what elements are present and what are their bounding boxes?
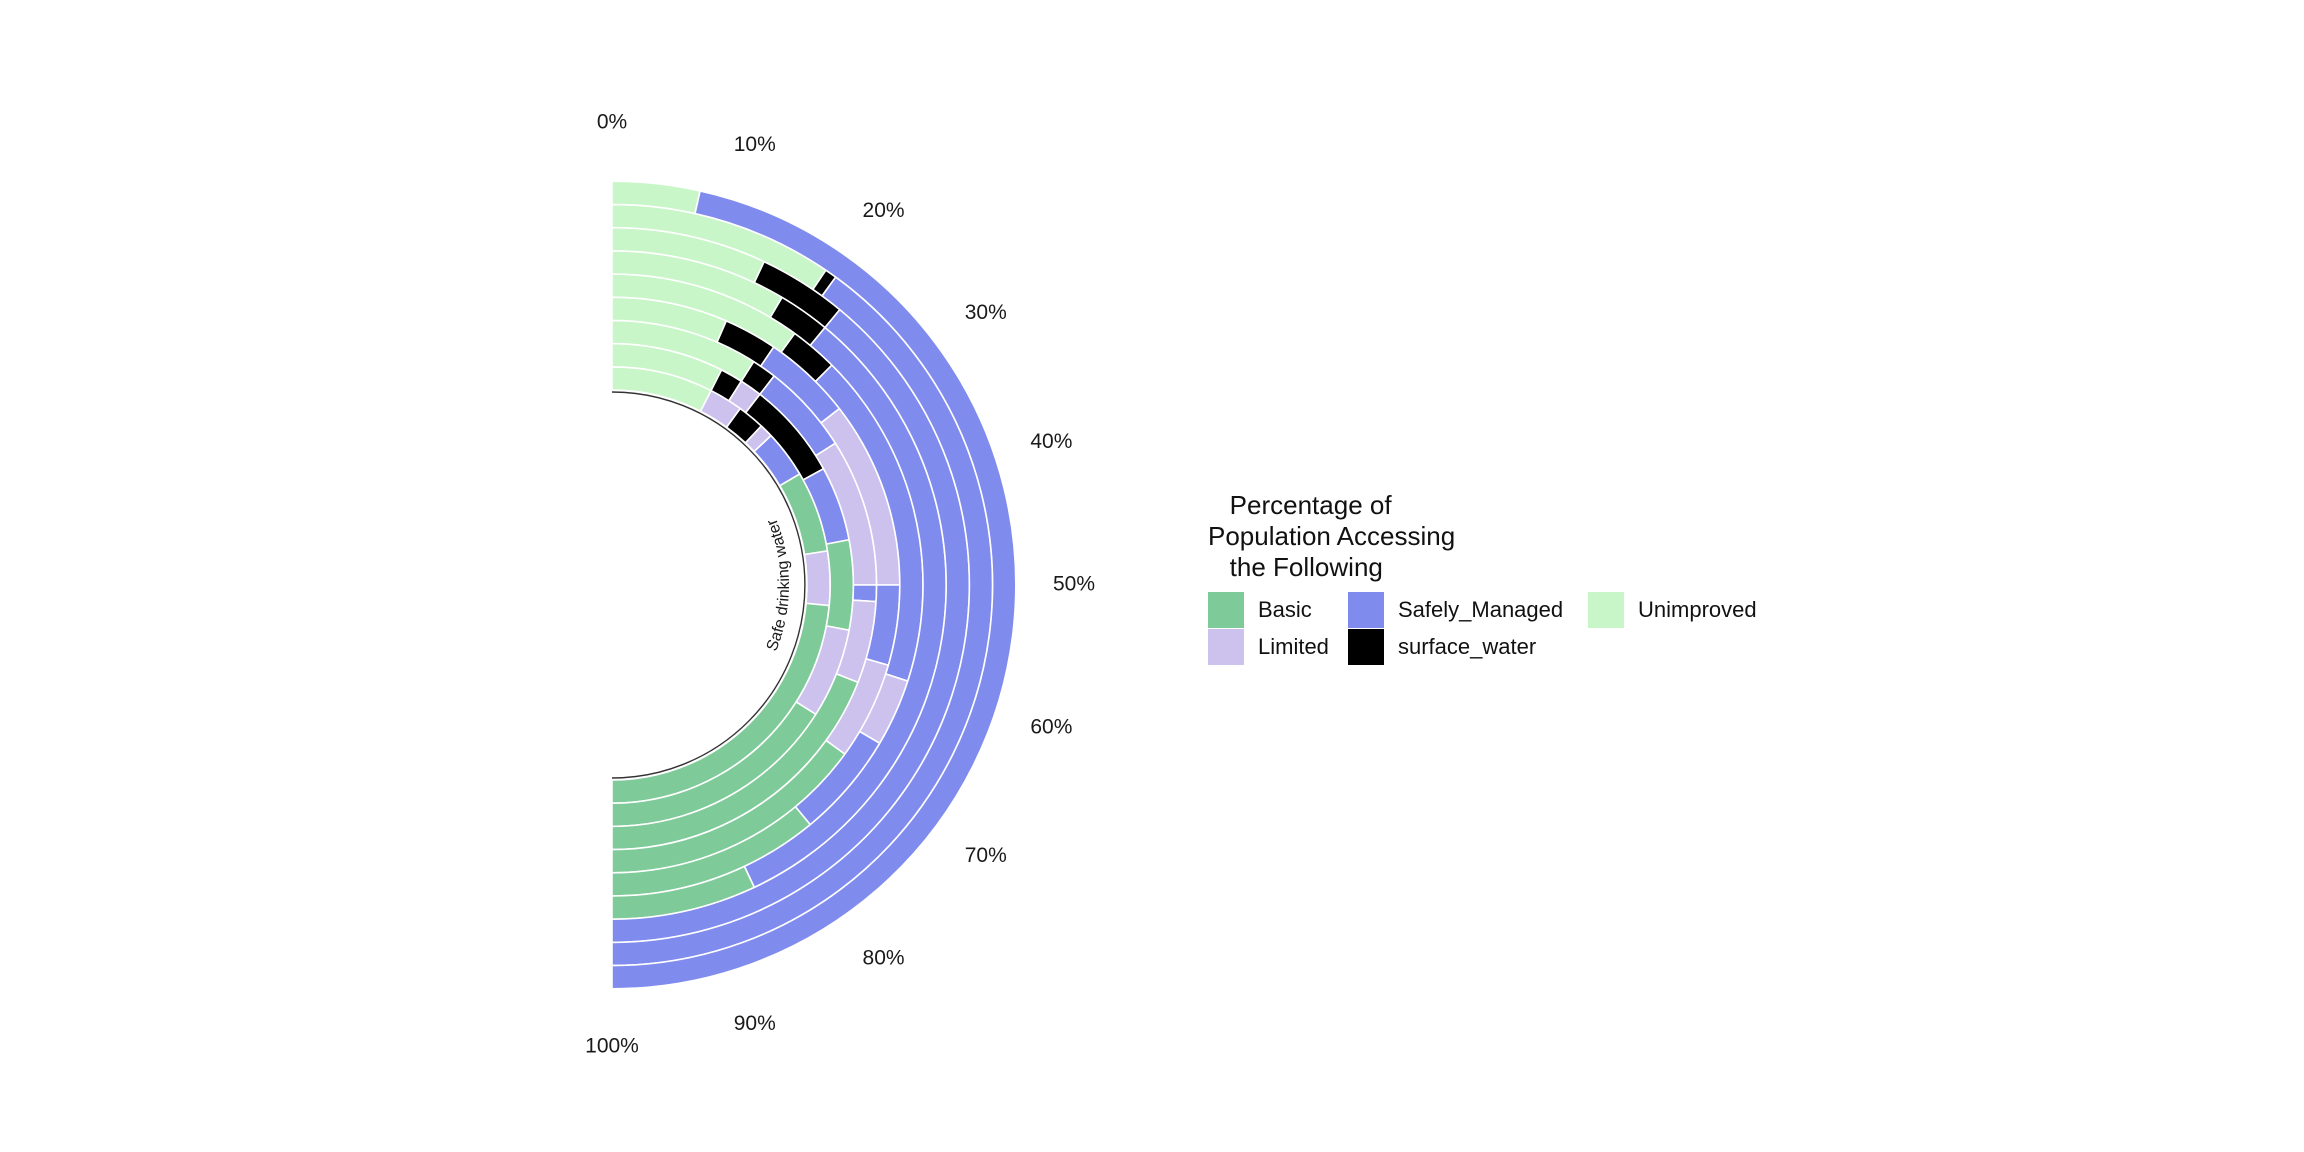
theta-tick-label: 40%	[1030, 430, 1072, 453]
bar-ring-2-segment-6	[825, 538, 855, 632]
inner-baseline-arc	[611, 391, 806, 779]
legend-label: Basic	[1258, 596, 1312, 622]
legend-label: Unimproved	[1638, 596, 1757, 622]
legend-title: Percentage of Population Accessing the F…	[1208, 490, 1456, 582]
category-label: Safe drinking water	[764, 516, 793, 653]
theta-tick-labels: 0% 10% 20% 30% 40% 50% 60% 70% 80% 90% 100%	[585, 111, 1095, 1058]
category-axis-label: Safe drinking water	[764, 516, 793, 653]
theta-tick-label: 30%	[965, 301, 1007, 324]
legend-swatch	[1208, 591, 1244, 628]
legend-label: Safely_Managed	[1398, 596, 1564, 622]
legend-swatch	[1348, 591, 1384, 628]
legend-item-basic: Basic	[1208, 591, 1348, 628]
legend-label: Limited	[1258, 633, 1329, 659]
theta-tick-label: 0%	[597, 111, 627, 134]
rings-layer	[611, 180, 1017, 990]
theta-tick-label: 60%	[1030, 715, 1072, 738]
legend-item-safely-managed: Safely_Managed	[1348, 591, 1588, 628]
theta-tick-label: 100%	[585, 1035, 639, 1058]
legend-swatch	[1588, 591, 1624, 628]
theta-tick-label: 90%	[734, 1012, 776, 1035]
legend-item-limited: Limited	[1208, 628, 1348, 665]
bar-ring-3-segment-5	[852, 584, 878, 603]
legend-items: Basic Limited Safely_Managed surface_water U…	[1208, 591, 1828, 665]
legend-item-surface-water: surface_water	[1348, 628, 1588, 665]
theta-tick-label: 50%	[1053, 573, 1095, 596]
bar-ring-1-segment-7	[803, 549, 831, 607]
theta-tick-label: 80%	[863, 946, 905, 969]
legend-label: surface_water	[1398, 633, 1537, 659]
bar-ring-9-segment-2	[611, 189, 1017, 990]
legend-item-unimproved: Unimproved	[1588, 591, 1788, 628]
theta-tick-label: 70%	[965, 844, 1007, 867]
theta-tick-label: 20%	[863, 199, 905, 222]
legend-swatch	[1348, 628, 1384, 665]
theta-tick-label: 10%	[734, 133, 776, 156]
inner-arc	[611, 391, 806, 779]
legend-swatch	[1208, 628, 1244, 665]
legend: Percentage of Population Accessing the F…	[1208, 490, 1828, 665]
